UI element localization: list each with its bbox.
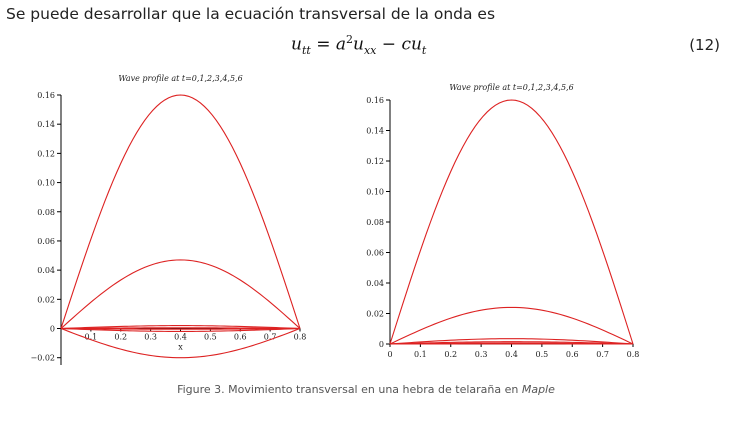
wave-profile-curve [389, 341, 634, 345]
caption-software: Maple [521, 383, 555, 396]
y-tick-label: 0 [50, 325, 55, 334]
eq-a: a [335, 34, 346, 55]
eq-a-sup: 2 [346, 33, 353, 46]
wave-profile-curve [389, 306, 634, 345]
y-tick-label: 0.16 [37, 91, 55, 100]
y-tick-label: 0.02 [366, 310, 384, 319]
y-tick-label: 0.08 [37, 208, 55, 217]
wave-profile-curve [60, 259, 301, 329]
eq-cu-sub: t [421, 44, 427, 58]
x-tick-label: 0.3 [475, 350, 488, 359]
x-tick-label: 0.4 [505, 350, 518, 359]
eq-minus: − [376, 34, 402, 55]
intro-paragraph: Se puede desarrollar que la ecuación tra… [6, 5, 496, 23]
plot-title: Wave profile at t=0,1,2,3,4,5,6 [449, 83, 573, 92]
y-tick-label: 0.14 [37, 120, 55, 129]
y-tick-label: −0.02 [30, 354, 55, 363]
y-tick-label: 0.04 [366, 279, 384, 288]
wave-profile-curve [60, 327, 301, 359]
equation-number: (12) [689, 36, 720, 54]
wave-equation: utt = a2uxx − cut [291, 33, 426, 57]
x-tick-label: 0.2 [114, 333, 127, 342]
x-tick-label: 0.8 [627, 350, 640, 359]
x-tick-label: 0.3 [144, 333, 157, 342]
wave-profile-plot-left: Wave profile at t=0,1,2,3,4,5,6 −0.02 0 0.0… [30, 74, 307, 365]
y-tick-label: 0.12 [366, 157, 384, 166]
wave-profile-curve [60, 94, 301, 329]
eq-u-xx-sub: xx [363, 44, 377, 58]
wave-profile-curve [389, 99, 634, 345]
x-tick-label: 0.6 [566, 350, 579, 359]
y-tick-label: 0.14 [366, 127, 384, 136]
x-tick-label: 0 [387, 350, 392, 359]
figure-3: Wave profile at t=0,1,2,3,4,5,6 −0.02 0 0.0… [0, 60, 732, 365]
x-tick-label: 0.7 [264, 333, 277, 342]
x-tick-label: 0.8 [294, 333, 307, 342]
wave-profile-curve [60, 325, 301, 330]
y-tick-label: 0.04 [37, 266, 55, 275]
x-tick-label: 0.2 [444, 350, 457, 359]
wave-profile-curve [389, 338, 634, 345]
x-tick-label: 0.5 [204, 333, 217, 342]
y-tick-label: 0.12 [37, 149, 55, 158]
y-tick-label: 0.06 [37, 237, 55, 246]
wave-profile-curve [60, 327, 301, 330]
plot-title: Wave profile at t=0,1,2,3,4,5,6 [118, 74, 242, 83]
figure-caption: Figure 3. Movimiento transversal en una … [0, 383, 732, 396]
x-tick-label: 0.1 [85, 333, 98, 342]
eq-u-tt-sub: tt [301, 44, 311, 58]
caption-text: Figure 3. Movimiento transversal en una … [177, 383, 522, 396]
x-tick-label: 0.1 [414, 350, 427, 359]
wave-profile-curve [60, 327, 301, 332]
x-tick-label: 0.7 [596, 350, 609, 359]
eq-u-tt: u [291, 34, 302, 55]
y-tick-label: 0.16 [366, 96, 384, 105]
x-tick-label: 0.6 [234, 333, 247, 342]
wave-profile-curve [60, 327, 301, 330]
y-tick-label: 0.10 [366, 188, 384, 197]
eq-cu: cu [401, 34, 422, 55]
x-tick-label: 0.4 [174, 333, 187, 342]
y-tick-label: 0 [379, 340, 384, 349]
y-tick-label: 0.08 [366, 218, 384, 227]
eq-u-xx: u [353, 34, 364, 55]
y-tick-label: 0.10 [37, 179, 55, 188]
y-tick-label: 0.06 [366, 249, 384, 258]
x-tick-label: 0.5 [536, 350, 549, 359]
x-axis-label: x [178, 343, 183, 352]
y-tick-label: 0.02 [37, 295, 55, 304]
eq-equals: = [310, 34, 336, 55]
wave-profile-plot-right: Wave profile at t=0,1,2,3,4,5,6 0 0.02 0.04… [366, 83, 640, 359]
